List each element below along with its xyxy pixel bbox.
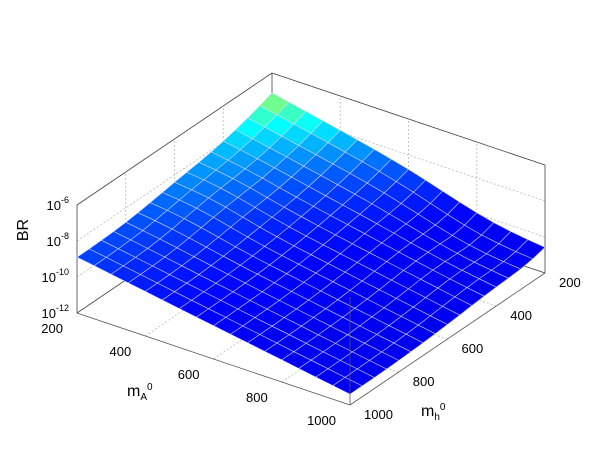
x-tick-label: 1000	[307, 413, 336, 428]
y-tick-label: 1000	[364, 407, 393, 422]
x-tick-label: 800	[246, 390, 268, 405]
x-axis-label: mA0	[127, 382, 153, 403]
z-tick-label: 10-6	[47, 195, 69, 213]
axes-front-lines	[76, 272, 546, 406]
x-tick-label: 200	[41, 321, 63, 336]
z-tick-label: 10-10	[42, 267, 69, 285]
z-tick-label: 10-12	[42, 303, 69, 321]
y-tick-label: 200	[559, 275, 581, 290]
y-tick-label: 400	[510, 308, 532, 323]
y-tick-label: 800	[413, 374, 435, 389]
z-tick-labels: 10-6 10-8 10-10 10-12	[42, 195, 69, 321]
z-tick-label: 10-8	[47, 231, 69, 249]
y-axis-label: mh0	[421, 402, 446, 423]
x-tick-label: 600	[178, 367, 200, 382]
y-tick-label: 600	[462, 341, 484, 356]
x-tick-label: 400	[110, 344, 132, 359]
surface-mesh	[76, 92, 546, 395]
x-tick-labels: 200 400 600 800 1000	[41, 321, 336, 428]
y-tick-labels: 200 400 600 800 1000	[364, 275, 581, 422]
z-axis-label: BR	[15, 219, 32, 241]
